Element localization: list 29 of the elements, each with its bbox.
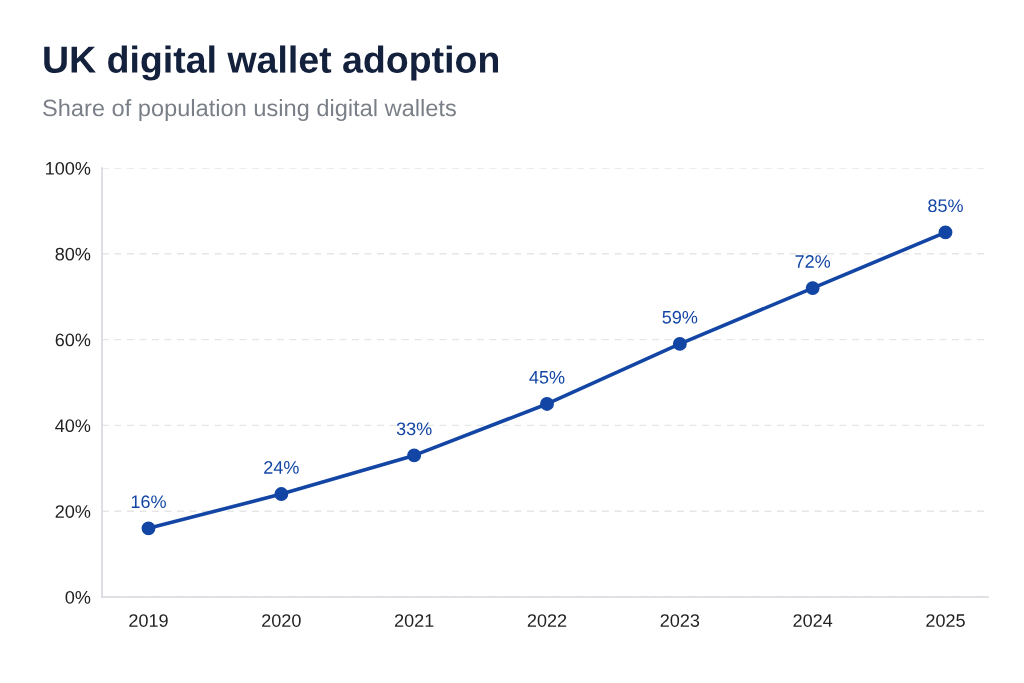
y-tick-label: 100% [46, 161, 91, 175]
data-label: 59% [662, 310, 698, 324]
point [672, 336, 687, 351]
chart-title: UK digital wallet adoption [44, 45, 499, 81]
x-tick-label: 2019 [129, 614, 168, 627]
x-tick-label: 2025 [926, 614, 965, 627]
x-tick-label: 2024 [793, 614, 833, 627]
y-tick-label: 60% [55, 333, 91, 347]
chart-subtitle: Share of population using digital wallets [43, 99, 456, 121]
point [407, 448, 422, 463]
data-label: 85% [928, 199, 963, 213]
y-tick-label: 80% [55, 247, 91, 261]
y-tick-label: 0% [65, 590, 91, 604]
x-tick-label: 2020 [262, 614, 301, 627]
data-label: 33% [396, 422, 432, 436]
point [938, 225, 953, 240]
y-tick-label: 40% [55, 419, 91, 433]
point [540, 397, 554, 411]
x-tick-label: 2022 [527, 614, 567, 627]
data-label: 16% [131, 495, 166, 509]
y-tick-label: 20% [55, 505, 91, 518]
data-label: 45% [529, 371, 565, 384]
data-label: 24% [264, 461, 299, 474]
point [274, 487, 289, 501]
data-label: 72% [795, 255, 831, 268]
x-tick-label: 2023 [660, 614, 700, 627]
point [141, 521, 156, 536]
x-tick-label: 2021 [394, 614, 434, 627]
point [805, 281, 820, 296]
